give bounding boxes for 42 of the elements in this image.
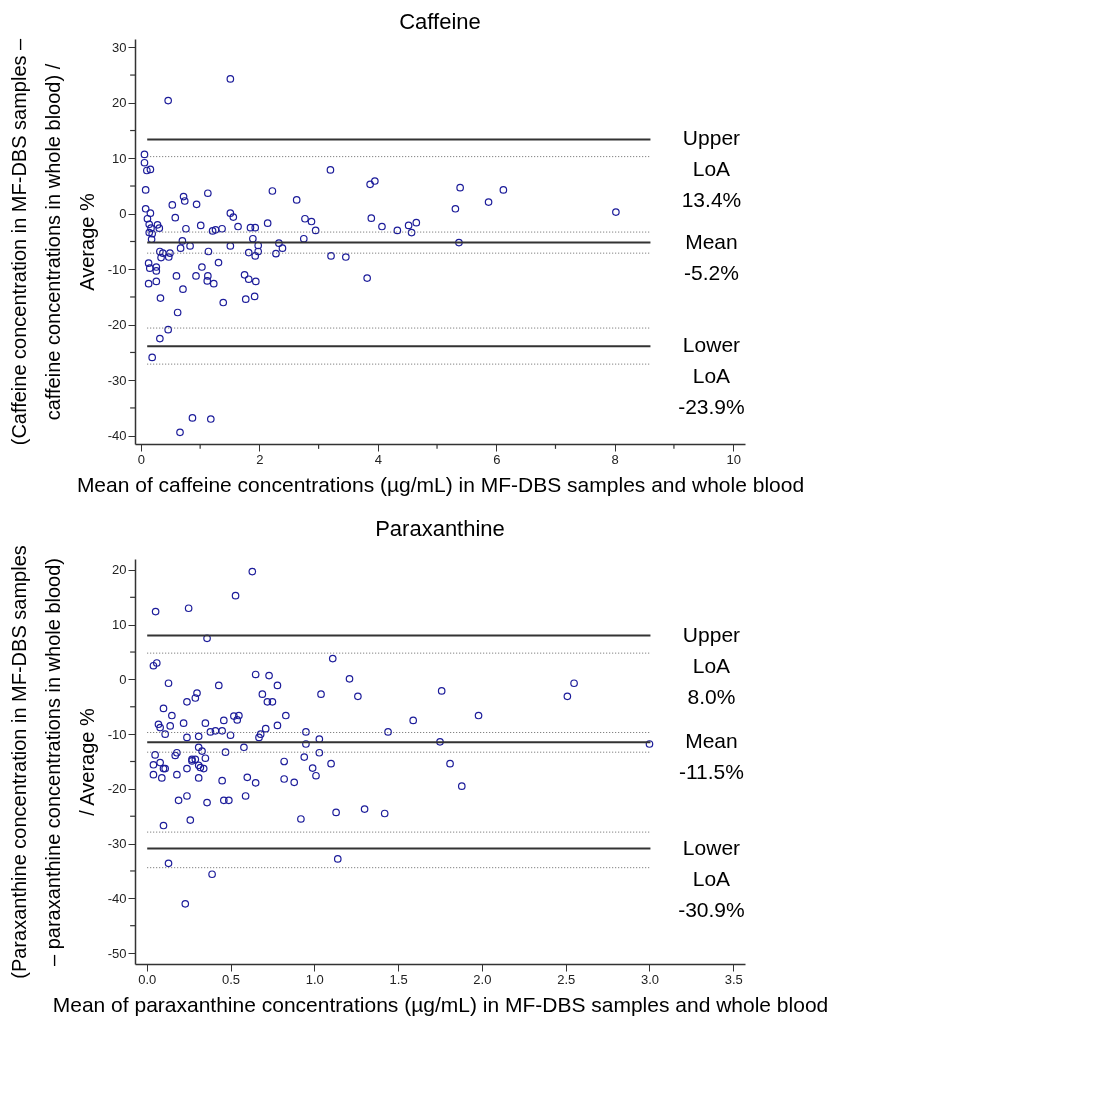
y-tick-label: -10 bbox=[107, 726, 127, 742]
ref-line-label: Mean -11.5% bbox=[678, 729, 744, 784]
y-tick-label: -30 bbox=[107, 836, 127, 852]
y-tick-label: -30 bbox=[107, 372, 127, 388]
x-tick-label: 1.5 bbox=[389, 971, 408, 987]
x-tick-label: 6 bbox=[493, 451, 501, 467]
y-tick-label: -40 bbox=[107, 890, 127, 906]
chart-title: Caffeine bbox=[399, 9, 481, 35]
x-tick-label: 0.0 bbox=[138, 971, 157, 987]
x-tick-label: 2.0 bbox=[473, 971, 492, 987]
y-tick-label: 0 bbox=[119, 671, 127, 687]
x-axis-title: Mean of caffeine concentrations (µg/mL) in MF-DBS samples and whole blood bbox=[76, 472, 805, 496]
y-tick-label: 10 bbox=[112, 150, 127, 166]
y-tick-label: -20 bbox=[107, 317, 127, 333]
y-tick-label: -40 bbox=[107, 428, 127, 444]
x-tick-label: 2 bbox=[256, 451, 264, 467]
y-tick-label: -10 bbox=[107, 261, 127, 277]
x-tick-label: 4 bbox=[374, 451, 382, 467]
y-tick-label: -20 bbox=[107, 781, 127, 797]
y-axis-title: (Paraxanthine concentration in MF-DBS samples – paraxanthine concentrations in whole blood) / Average % bbox=[7, 545, 98, 979]
x-tick-label: 3.5 bbox=[724, 971, 743, 987]
ref-line-label: Upper LoA 13.4% bbox=[681, 126, 742, 212]
y-tick-label: 0 bbox=[119, 206, 127, 222]
ref-line-label: Upper LoA 8.0% bbox=[682, 622, 741, 708]
x-axis-title: Mean of paraxanthine concentrations (µg/mL) in MF-DBS samples and whole blood bbox=[52, 992, 829, 1016]
y-tick-label: -50 bbox=[107, 945, 127, 961]
y-tick-label: 20 bbox=[112, 562, 127, 578]
y-tick-label: 10 bbox=[112, 617, 127, 633]
x-tick-label: 0 bbox=[137, 451, 146, 467]
chart-title: Paraxanthine bbox=[375, 515, 505, 541]
y-axis-title: (Caffeine concentration in MF-DBS samples – caffeine concentrations in whole blood) / Average % bbox=[7, 37, 98, 446]
y-tick-label: 30 bbox=[112, 39, 127, 55]
x-tick-label: 1.0 bbox=[305, 971, 324, 987]
x-tick-label: 8 bbox=[611, 451, 619, 467]
x-tick-label: 10 bbox=[726, 451, 741, 467]
ref-line-label: Lower LoA -23.9% bbox=[678, 333, 745, 419]
x-tick-label: 0.5 bbox=[221, 971, 241, 987]
ref-line-label: Mean -5.2% bbox=[684, 229, 739, 284]
y-tick-label: 20 bbox=[112, 95, 127, 111]
x-tick-label: 2.5 bbox=[557, 971, 576, 987]
x-tick-label: 3.0 bbox=[640, 971, 660, 987]
ref-line-label: Lower LoA -30.9% bbox=[678, 835, 745, 921]
